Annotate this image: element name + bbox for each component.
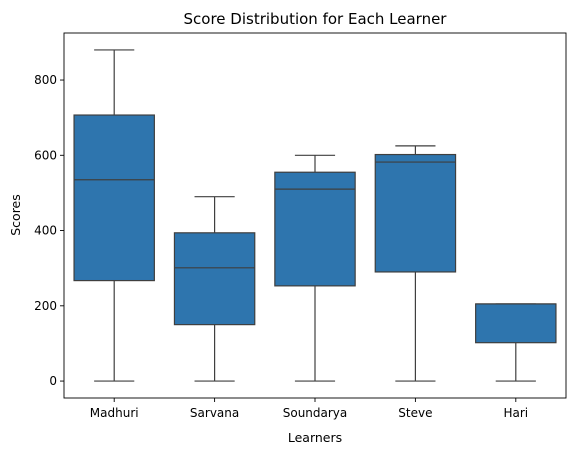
y-axis-label: Scores [8,194,23,236]
y-tick-label: 800 [34,73,57,87]
box-madhuri [73,114,155,282]
y-tick-label: 200 [34,299,57,313]
x-axis-label: Learners [288,430,342,445]
y-tick-label: 0 [49,374,57,388]
plot-area: 0 200 400 600 800 Madhuri Sarvana Soundarya Stev… [34,32,567,420]
box-hari [475,303,557,344]
y-tick-label: 600 [34,148,57,162]
box-sarvana [173,232,256,326]
y-tick-label: 400 [34,224,57,238]
x-tick-label: Soundarya [283,406,348,420]
x-tick-label: Hari [503,406,528,420]
chart-title: Score Distribution for Each Learner [184,10,448,28]
x-tick-label: Steve [398,406,432,420]
box-soundarya [274,171,356,287]
x-tick-label: Madhuri [90,406,139,420]
x-tick-label: Sarvana [190,406,239,420]
box-steve [374,153,457,273]
